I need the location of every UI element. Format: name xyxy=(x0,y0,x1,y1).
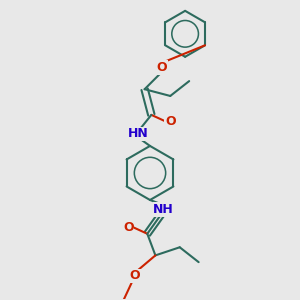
Text: O: O xyxy=(123,220,134,233)
Text: NH: NH xyxy=(153,203,174,216)
Text: O: O xyxy=(157,61,167,74)
Text: HN: HN xyxy=(128,127,148,140)
Text: O: O xyxy=(130,269,140,282)
Text: O: O xyxy=(165,115,175,128)
